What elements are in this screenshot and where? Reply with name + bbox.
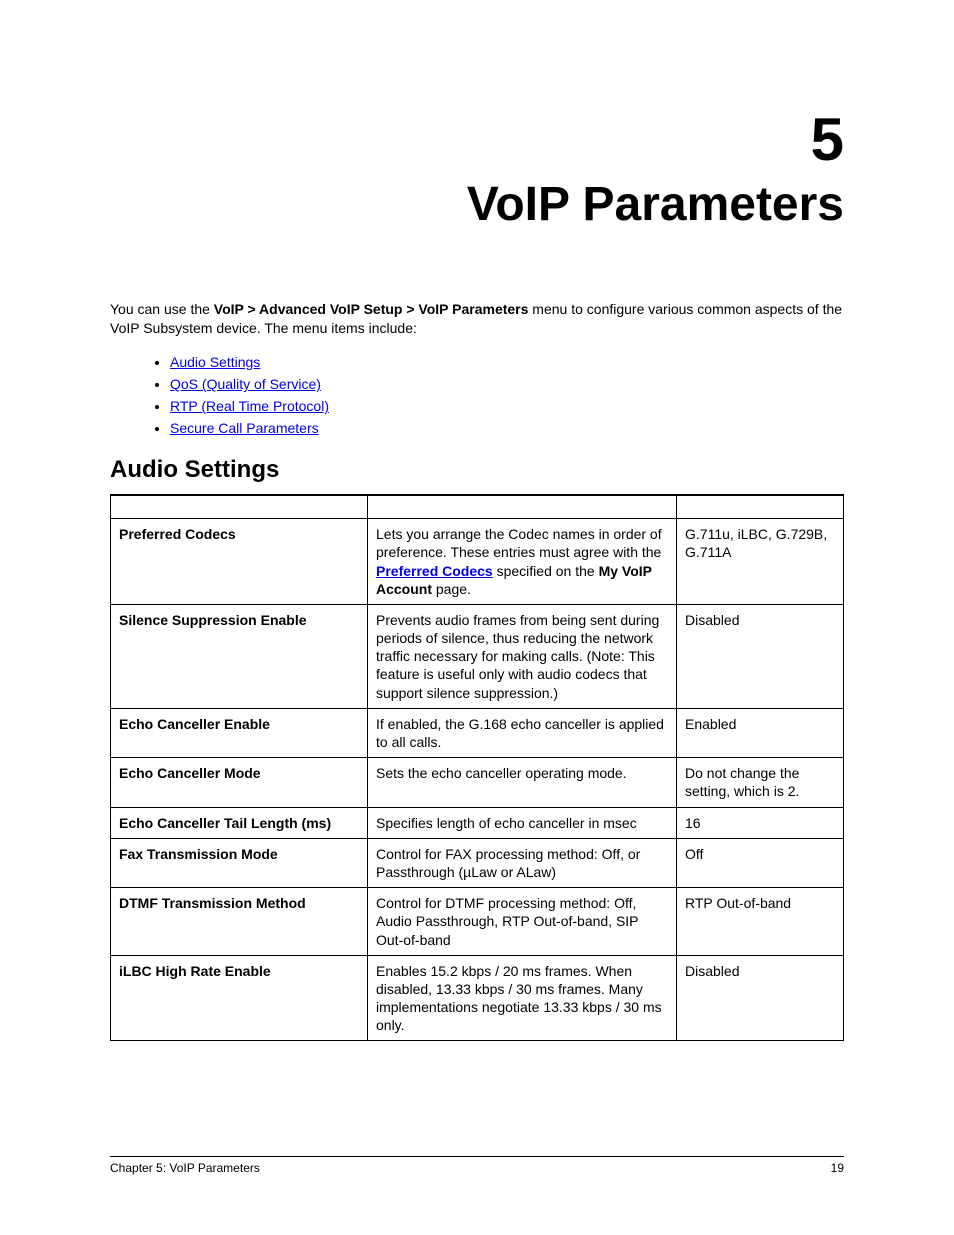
param-name: Echo Canceller Mode (111, 758, 368, 807)
desc-text: page. (432, 581, 471, 597)
param-description: Control for DTMF processing method: Off,… (368, 888, 677, 956)
intro-menu-path: VoIP > Advanced VoIP Setup > VoIP Parame… (214, 301, 529, 317)
table-row: Fax Transmission Mode Control for FAX pr… (111, 838, 844, 887)
intro-paragraph: You can use the VoIP > Advanced VoIP Set… (110, 300, 844, 338)
section-heading-audio-settings: Audio Settings (110, 456, 844, 484)
param-default: G.711u, iLBC, G.729B, G.711A (677, 519, 844, 605)
param-name: Silence Suppression Enable (111, 604, 368, 708)
chapter-title: VoIP Parameters (110, 180, 844, 230)
table-row: Silence Suppression Enable Prevents audi… (111, 604, 844, 708)
audio-settings-link[interactable]: Audio Settings (170, 354, 260, 370)
param-default: Disabled (677, 604, 844, 708)
param-description: If enabled, the G.168 echo canceller is … (368, 708, 677, 757)
rtp-link[interactable]: RTP (Real Time Protocol) (170, 398, 329, 414)
param-description: Lets you arrange the Codec names in orde… (368, 519, 677, 605)
intro-text-pre: You can use the (110, 301, 214, 317)
param-description: Specifies length of echo canceller in ms… (368, 807, 677, 838)
param-name: DTMF Transmission Method (111, 888, 368, 956)
page-footer: Chapter 5: VoIP Parameters 19 (110, 1156, 844, 1175)
list-item: QoS (Quality of Service) (170, 376, 844, 392)
param-name: Fax Transmission Mode (111, 838, 368, 887)
chapter-number: 5 (110, 110, 844, 170)
list-item: RTP (Real Time Protocol) (170, 398, 844, 414)
param-description: Control for FAX processing method: Off, … (368, 838, 677, 887)
table-row: Preferred Codecs Lets you arrange the Co… (111, 519, 844, 605)
param-default: Enabled (677, 708, 844, 757)
section-link-list: Audio Settings QoS (Quality of Service) … (170, 354, 844, 436)
param-description: Enables 15.2 kbps / 20 ms frames. When d… (368, 955, 677, 1041)
parameters-table: Preferred Codecs Lets you arrange the Co… (110, 494, 844, 1041)
secure-call-link[interactable]: Secure Call Parameters (170, 420, 319, 436)
param-default: Do not change the setting, which is 2. (677, 758, 844, 807)
desc-text: specified on the (493, 563, 599, 579)
param-default: RTP Out-of-band (677, 888, 844, 956)
table-row: Echo Canceller Mode Sets the echo cancel… (111, 758, 844, 807)
col-description (368, 495, 677, 519)
list-item: Audio Settings (170, 354, 844, 370)
footer-page-number: 19 (831, 1161, 844, 1175)
desc-text: Lets you arrange the Codec names in orde… (376, 526, 662, 560)
param-name: Preferred Codecs (111, 519, 368, 605)
preferred-codecs-link[interactable]: Preferred Codecs (376, 563, 493, 579)
param-name: Echo Canceller Enable (111, 708, 368, 757)
param-default: Disabled (677, 955, 844, 1041)
list-item: Secure Call Parameters (170, 420, 844, 436)
col-parameter (111, 495, 368, 519)
table-row: Echo Canceller Tail Length (ms) Specifie… (111, 807, 844, 838)
qos-link[interactable]: QoS (Quality of Service) (170, 376, 321, 392)
table-row: DTMF Transmission Method Control for DTM… (111, 888, 844, 956)
page: 5 VoIP Parameters You can use the VoIP >… (0, 0, 954, 1235)
param-name: iLBC High Rate Enable (111, 955, 368, 1041)
param-default: 16 (677, 807, 844, 838)
param-name: Echo Canceller Tail Length (ms) (111, 807, 368, 838)
table-row: iLBC High Rate Enable Enables 15.2 kbps … (111, 955, 844, 1041)
table-row: Echo Canceller Enable If enabled, the G.… (111, 708, 844, 757)
param-default: Off (677, 838, 844, 887)
table-header-row (111, 495, 844, 519)
footer-chapter-label: Chapter 5: VoIP Parameters (110, 1161, 260, 1175)
col-default (677, 495, 844, 519)
param-description: Sets the echo canceller operating mode. (368, 758, 677, 807)
param-description: Prevents audio frames from being sent du… (368, 604, 677, 708)
